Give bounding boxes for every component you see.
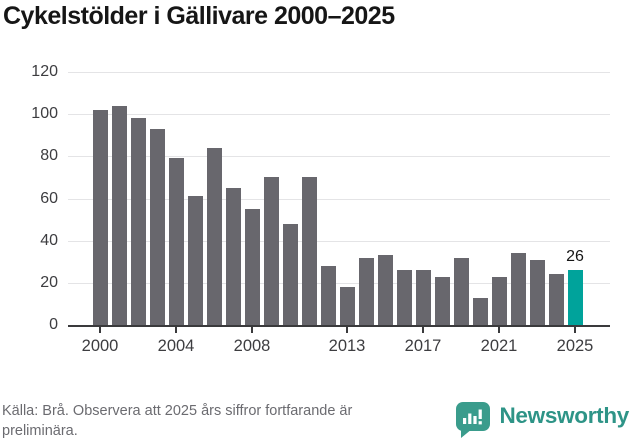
source-note: Källa: Brå. Observera att 2025 års siffr… — [2, 403, 353, 439]
bar-2020 — [472, 297, 488, 325]
x-axis-tick — [422, 327, 424, 333]
gridline — [68, 156, 610, 158]
newsworthy-logo-icon — [454, 399, 492, 438]
bar-2024 — [548, 274, 564, 325]
y-axis-tick-label: 120 — [31, 63, 58, 80]
x-axis-tick — [99, 327, 101, 333]
x-axis-tick-label: 2000 — [81, 337, 119, 355]
bar-2005 — [187, 196, 203, 325]
bar-2008 — [244, 209, 260, 325]
x-axis-tick — [574, 327, 576, 333]
bar-2012 — [320, 265, 336, 325]
bar-2025 — [567, 270, 583, 325]
bar-2019 — [453, 257, 469, 325]
bar-2003 — [149, 128, 165, 325]
x-axis-tick-label: 2008 — [233, 337, 271, 355]
highlight-value-label: 26 — [566, 248, 584, 266]
x-axis-tick-label: 2021 — [480, 337, 518, 355]
x-axis-tick-label: 2025 — [556, 337, 594, 355]
gridline — [68, 114, 610, 116]
y-axis-tick-label: 0 — [49, 316, 58, 333]
y-axis-tick-label: 100 — [31, 105, 58, 123]
y-axis-tick-label: 80 — [40, 147, 58, 165]
chart-title: Cykelstölder i Gällivare 2000–2025 — [3, 2, 395, 30]
bar-2010 — [282, 223, 298, 325]
bar-2015 — [377, 255, 393, 325]
gridline — [68, 240, 610, 242]
bar-2017 — [415, 270, 431, 325]
bar-2021 — [491, 276, 507, 325]
x-axis-tick-label: 2004 — [157, 337, 195, 355]
bar-2007 — [225, 187, 241, 325]
y-axis-tick-label: 40 — [40, 231, 58, 249]
newsworthy-wordmark: Newsworthy — [499, 403, 629, 428]
x-axis-tick — [498, 327, 500, 333]
bar-2014 — [358, 257, 374, 325]
bar-2016 — [396, 270, 412, 325]
gridline — [68, 282, 610, 284]
gridline — [68, 198, 610, 200]
bar-2006 — [206, 147, 222, 325]
bar-2000 — [92, 109, 108, 325]
x-axis-tick — [175, 327, 177, 333]
x-axis-tick — [346, 327, 348, 333]
bar-2011 — [301, 177, 317, 325]
bar-2018 — [434, 276, 450, 325]
bar-2002 — [130, 118, 146, 325]
x-axis-tick — [251, 327, 253, 333]
bar-2004 — [168, 158, 184, 325]
bar-2022 — [510, 253, 526, 325]
y-axis-tick-label: 20 — [40, 273, 58, 291]
bar-2009 — [263, 177, 279, 325]
bar-2001 — [111, 105, 127, 325]
newsworthy-logo[interactable]: Newsworthy — [454, 398, 629, 438]
x-axis-tick-label: 2013 — [328, 337, 366, 355]
bar-2013 — [339, 287, 355, 325]
x-axis-tick-label: 2017 — [404, 337, 442, 355]
x-axis-line — [68, 325, 610, 327]
gridline — [68, 72, 610, 73]
y-axis-tick-label: 60 — [40, 189, 58, 207]
bar-2023 — [529, 259, 545, 325]
